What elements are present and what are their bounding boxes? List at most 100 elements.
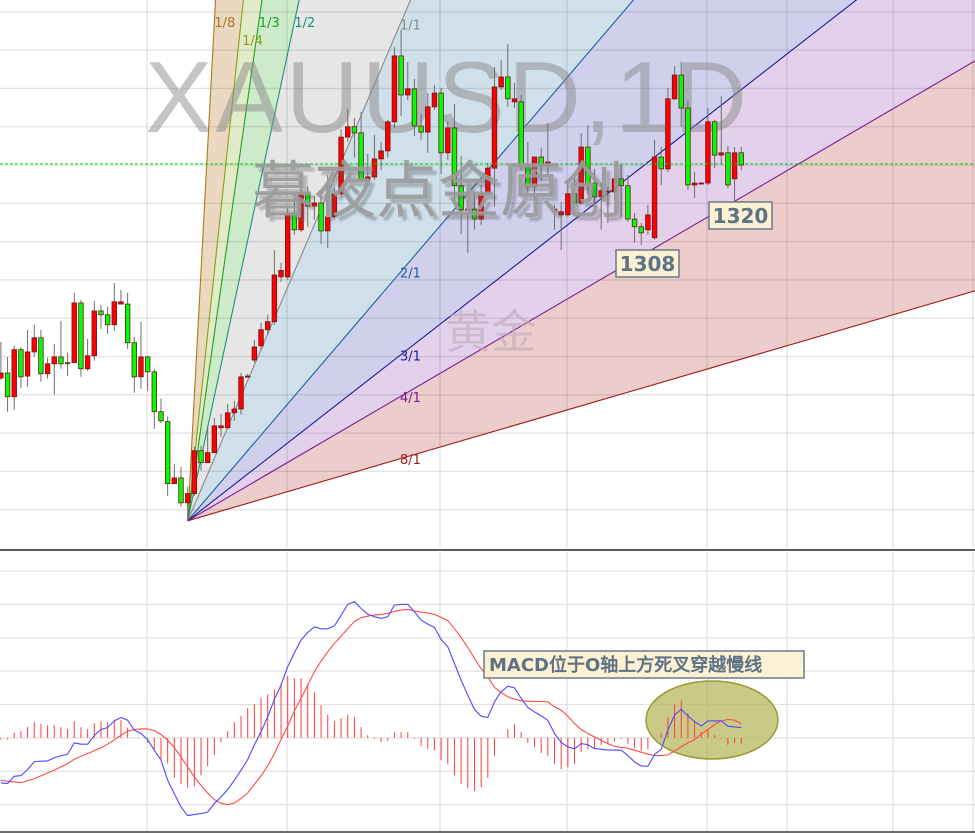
candle[interactable] xyxy=(418,114,424,140)
candle[interactable] xyxy=(718,96,724,166)
candle[interactable] xyxy=(411,78,418,136)
candle[interactable] xyxy=(231,400,238,421)
candle[interactable] xyxy=(131,336,137,393)
candle[interactable] xyxy=(38,329,44,382)
candle[interactable] xyxy=(585,124,591,195)
candle[interactable] xyxy=(331,188,338,220)
gann-line-2-1[interactable] xyxy=(187,0,975,522)
candle[interactable] xyxy=(158,398,164,423)
candle[interactable] xyxy=(591,168,598,207)
candle[interactable] xyxy=(631,212,638,243)
candle[interactable] xyxy=(385,119,391,158)
candle[interactable] xyxy=(405,62,411,100)
candle[interactable] xyxy=(191,446,198,496)
candle[interactable] xyxy=(298,180,304,233)
candle[interactable] xyxy=(278,262,284,282)
candle[interactable] xyxy=(251,339,258,363)
candle[interactable] xyxy=(151,368,158,429)
candle[interactable] xyxy=(571,173,578,207)
candle[interactable] xyxy=(505,44,511,107)
candle[interactable] xyxy=(325,175,331,248)
candle[interactable] xyxy=(738,147,744,171)
candle[interactable] xyxy=(285,206,291,280)
candle[interactable] xyxy=(651,139,658,240)
candle[interactable] xyxy=(551,204,558,230)
candle[interactable] xyxy=(51,343,57,395)
candle[interactable] xyxy=(178,466,184,507)
candle[interactable] xyxy=(0,341,4,380)
candle[interactable] xyxy=(144,355,151,391)
candle[interactable] xyxy=(671,65,678,100)
gann-line-8-1[interactable] xyxy=(187,0,975,522)
candle[interactable] xyxy=(558,201,564,251)
candle[interactable] xyxy=(711,119,718,169)
candle[interactable] xyxy=(218,413,224,437)
candle[interactable] xyxy=(224,403,231,429)
candle[interactable] xyxy=(4,356,11,412)
candle[interactable] xyxy=(565,183,571,217)
candle[interactable] xyxy=(365,153,371,187)
candle[interactable] xyxy=(345,108,351,143)
candle[interactable] xyxy=(211,417,218,454)
candle[interactable] xyxy=(478,184,484,225)
candle[interactable] xyxy=(445,121,451,161)
candle[interactable] xyxy=(498,60,504,90)
candle[interactable] xyxy=(465,199,471,253)
candle[interactable] xyxy=(485,162,491,197)
candle[interactable] xyxy=(518,94,524,171)
candle[interactable] xyxy=(425,93,431,153)
candle[interactable] xyxy=(91,300,97,361)
candle[interactable] xyxy=(598,183,604,230)
candle[interactable] xyxy=(665,88,671,172)
candle[interactable] xyxy=(44,357,51,379)
candle[interactable] xyxy=(371,134,378,180)
candle[interactable] xyxy=(458,155,464,234)
candle[interactable] xyxy=(291,197,298,235)
candle[interactable] xyxy=(24,329,31,387)
candle[interactable] xyxy=(78,299,84,377)
candle[interactable] xyxy=(104,306,111,334)
candle[interactable] xyxy=(138,321,144,389)
candle[interactable] xyxy=(11,345,17,410)
candle[interactable] xyxy=(625,175,631,222)
candle[interactable] xyxy=(725,145,731,189)
candle[interactable] xyxy=(511,83,518,108)
candle[interactable] xyxy=(318,190,324,244)
candle[interactable] xyxy=(111,282,117,331)
candle[interactable] xyxy=(264,314,271,335)
candle[interactable] xyxy=(451,103,458,203)
candle[interactable] xyxy=(31,324,37,357)
candle[interactable] xyxy=(244,373,251,378)
candle[interactable] xyxy=(58,320,64,369)
candle[interactable] xyxy=(491,67,498,207)
candle[interactable] xyxy=(578,132,584,205)
candle[interactable] xyxy=(351,117,358,158)
candle[interactable] xyxy=(691,171,698,198)
candle[interactable] xyxy=(184,486,191,521)
candle[interactable] xyxy=(164,416,171,496)
candle[interactable] xyxy=(311,196,318,220)
candle[interactable] xyxy=(358,111,364,182)
candle[interactable] xyxy=(438,88,444,174)
candle[interactable] xyxy=(71,292,77,364)
candle[interactable] xyxy=(118,289,124,305)
candle[interactable] xyxy=(638,222,644,245)
panel-separator[interactable] xyxy=(0,549,975,551)
candle[interactable] xyxy=(618,165,624,217)
candle[interactable] xyxy=(391,47,398,128)
candle[interactable] xyxy=(271,250,278,325)
candle[interactable] xyxy=(678,62,684,127)
candle[interactable] xyxy=(305,186,311,227)
candle[interactable] xyxy=(204,426,211,464)
macd-line[interactable] xyxy=(0,601,742,817)
candle[interactable] xyxy=(525,142,531,194)
candle[interactable] xyxy=(64,352,71,377)
candle[interactable] xyxy=(645,204,651,235)
candle[interactable] xyxy=(238,372,244,415)
candle[interactable] xyxy=(398,29,404,117)
candle[interactable] xyxy=(124,292,131,349)
candle[interactable] xyxy=(98,304,104,329)
candle[interactable] xyxy=(431,85,438,110)
candle[interactable] xyxy=(531,156,538,200)
candle[interactable] xyxy=(258,322,264,350)
